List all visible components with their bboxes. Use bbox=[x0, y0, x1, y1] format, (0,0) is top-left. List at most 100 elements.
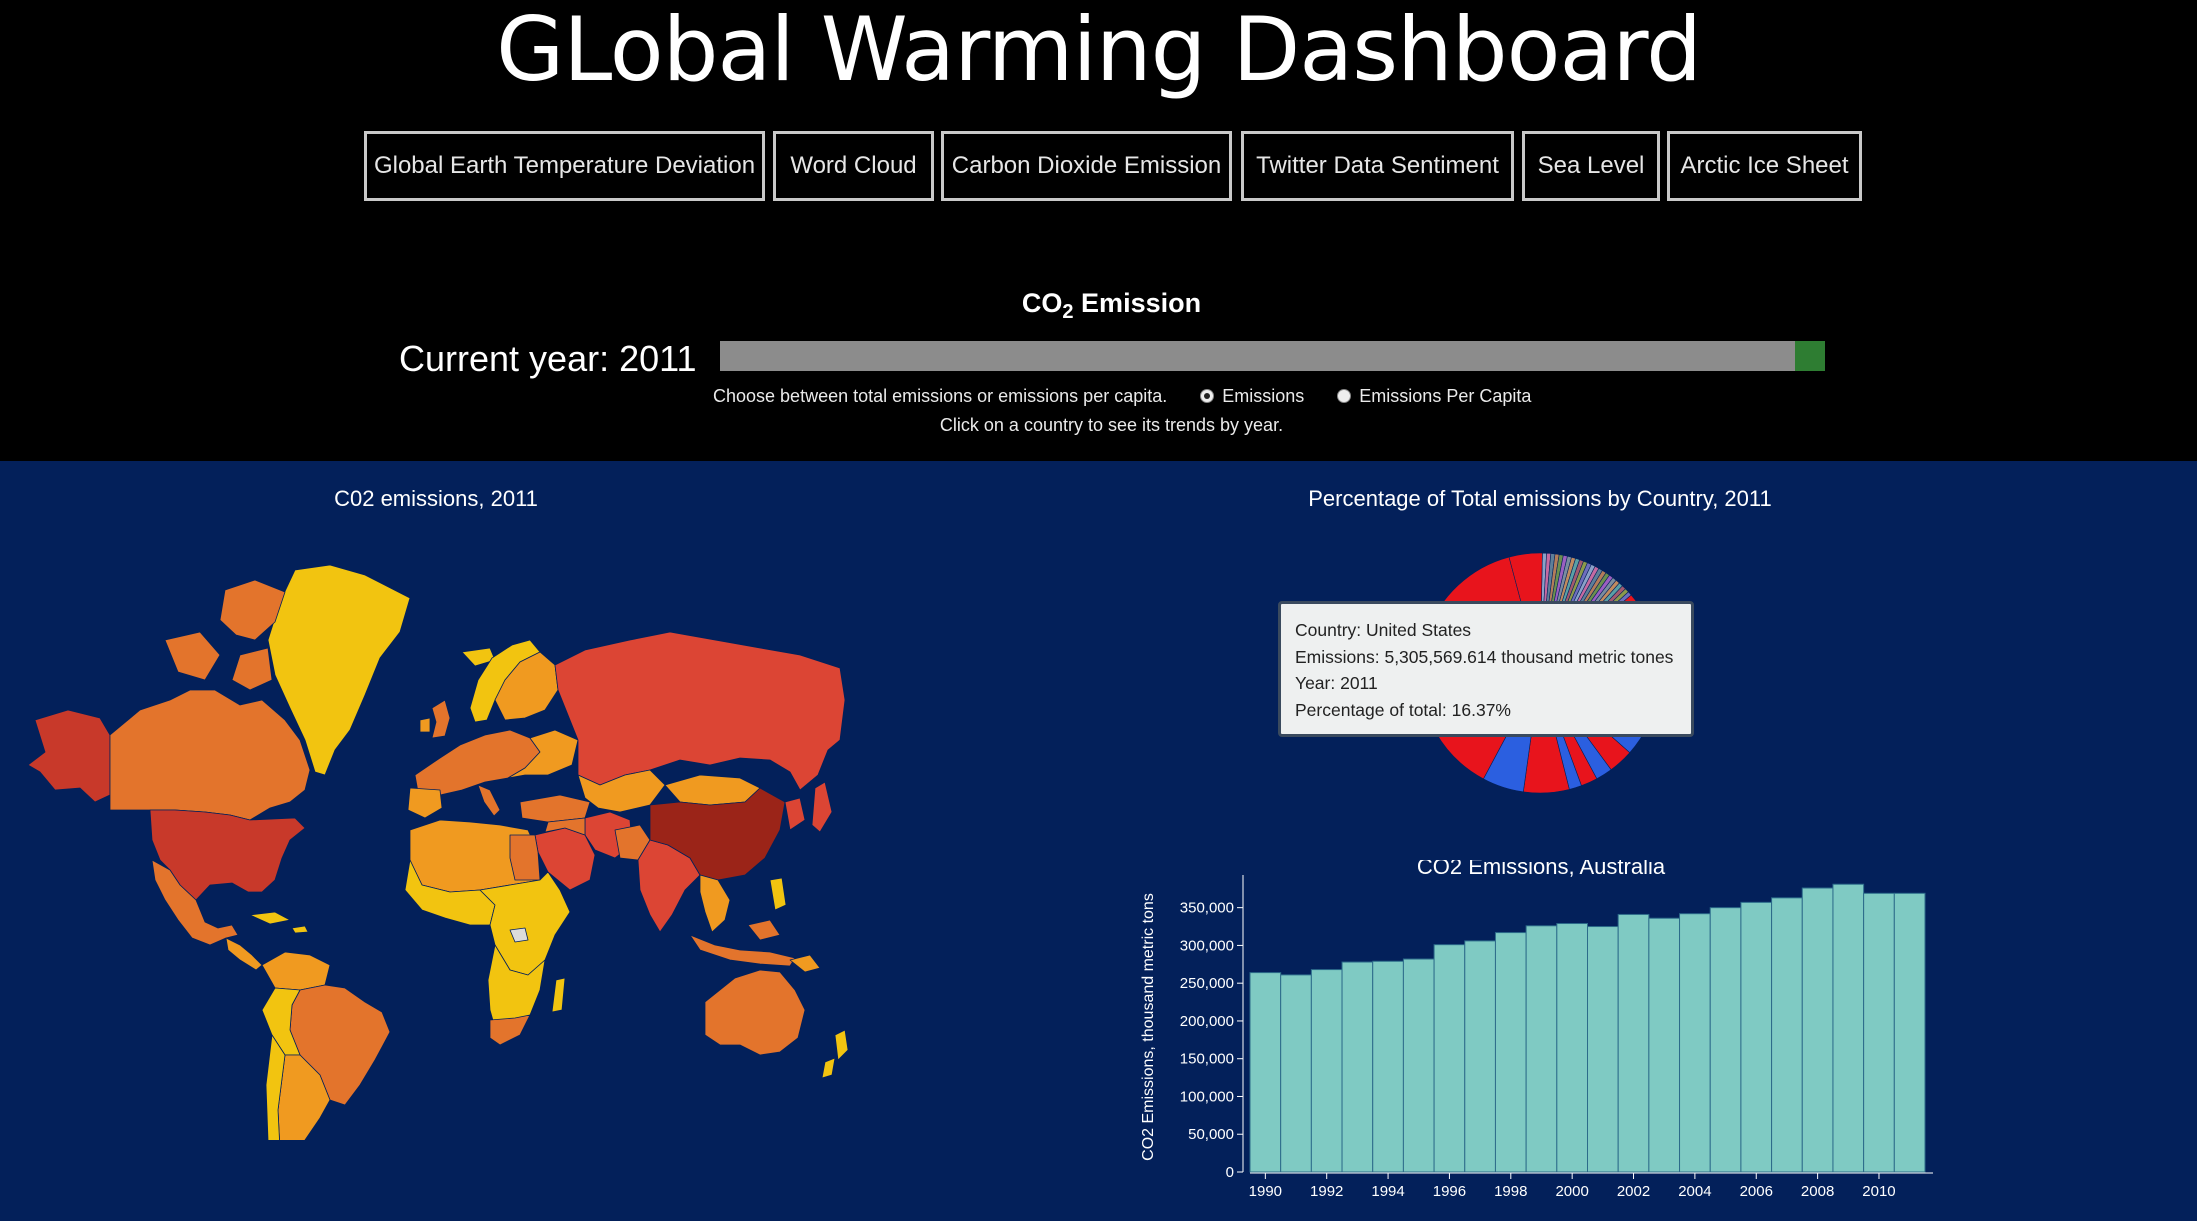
page-title: GLobal Warming Dashboard bbox=[496, 0, 1702, 101]
map-country-alaska[interactable] bbox=[27, 709, 111, 803]
map-country-central-africa[interactable] bbox=[479, 871, 571, 976]
map-country-china[interactable] bbox=[649, 787, 786, 881]
map-country-kazakhstan[interactable] bbox=[577, 769, 666, 813]
bar-2010[interactable] bbox=[1863, 892, 1895, 1173]
bar-1996[interactable] bbox=[1433, 944, 1466, 1173]
map-country-greenland[interactable] bbox=[267, 564, 411, 776]
bar-y-tick-label: 150,000 bbox=[1180, 1051, 1234, 1068]
bar-1994[interactable] bbox=[1372, 960, 1404, 1173]
bar-x-tick-label: 2010 bbox=[1862, 1183, 1895, 1200]
year-slider-track[interactable] bbox=[720, 341, 1795, 371]
map-country-italy[interactable] bbox=[477, 784, 501, 817]
radio-emissions[interactable] bbox=[1200, 389, 1215, 403]
map-country-ireland[interactable] bbox=[419, 717, 431, 733]
bar-x-tick-label: 1992 bbox=[1310, 1183, 1343, 1200]
bar-2005[interactable] bbox=[1709, 907, 1742, 1173]
bar-y-tick-label: 0 bbox=[1226, 1164, 1234, 1181]
bar-y-tick-label: 50,000 bbox=[1188, 1126, 1234, 1143]
bar-2006[interactable] bbox=[1740, 901, 1773, 1173]
bar-y-tick-label: 250,000 bbox=[1180, 975, 1234, 992]
map-country-madagascar[interactable] bbox=[551, 977, 566, 1013]
bar-1990[interactable] bbox=[1249, 972, 1282, 1173]
bar-chart-title: CO2 Emissions, Australia bbox=[1417, 860, 1666, 879]
bar-2001[interactable] bbox=[1587, 926, 1619, 1173]
year-slider-handle[interactable] bbox=[1795, 341, 1825, 371]
bar-2000[interactable] bbox=[1556, 923, 1588, 1173]
map-country-korea-japan[interactable] bbox=[784, 781, 833, 833]
map-country-russia[interactable] bbox=[554, 631, 846, 791]
bar-1995[interactable] bbox=[1402, 958, 1435, 1173]
map-country-mexico[interactable] bbox=[151, 859, 239, 946]
map-country-canada-islands[interactable] bbox=[164, 579, 286, 691]
map-country-uk[interactable] bbox=[431, 699, 451, 739]
nav-button-twitter[interactable]: Twitter Data Sentiment bbox=[1241, 131, 1514, 201]
bar-1997[interactable] bbox=[1464, 940, 1496, 1173]
map-country-caribbean[interactable] bbox=[249, 911, 309, 934]
map-country-eastern-europe[interactable] bbox=[507, 729, 579, 779]
nav-button-word-cloud[interactable]: Word Cloud bbox=[773, 131, 934, 201]
bar-1998[interactable] bbox=[1494, 932, 1527, 1173]
map-country-middle-east-small[interactable] bbox=[544, 817, 586, 836]
country-tooltip: Country: United States Emissions: 5,305,… bbox=[1278, 601, 1694, 737]
map-country-australia[interactable] bbox=[704, 969, 806, 1056]
tooltip-year: Year: 2011 bbox=[1295, 673, 1378, 693]
map-country-spain[interactable] bbox=[407, 787, 443, 819]
map-country-papua[interactable] bbox=[789, 954, 821, 973]
co2-heading-prefix: CO bbox=[1021, 288, 1063, 318]
map-country-turkey[interactable] bbox=[519, 794, 591, 823]
map-country-ethiopia-somalia[interactable] bbox=[509, 927, 529, 943]
current-year-label: Current year: 2011 bbox=[399, 338, 697, 379]
nav-button-co2[interactable]: Carbon Dioxide Emission bbox=[941, 131, 1232, 201]
header-band: GLobal Warming Dashboard Global Earth Te… bbox=[0, 0, 2197, 461]
map-country-egypt[interactable] bbox=[509, 834, 541, 881]
bar-2004[interactable] bbox=[1679, 913, 1711, 1173]
map-country-philippines[interactable] bbox=[769, 877, 787, 911]
bar-y-tick-label: 200,000 bbox=[1180, 1013, 1234, 1030]
map-title: C02 emissions, 2011 bbox=[334, 486, 538, 511]
bar-1992[interactable] bbox=[1310, 969, 1343, 1173]
bar-1991[interactable] bbox=[1280, 974, 1312, 1173]
bar-chart-ylabel: CO2 Emissions, thousand metric tons bbox=[1140, 893, 1157, 1161]
bar-2008[interactable] bbox=[1801, 887, 1834, 1173]
bar-2003[interactable] bbox=[1648, 917, 1681, 1173]
choose-text: Choose between total emissions or emissi… bbox=[713, 386, 1168, 406]
bar-y-tick-label: 100,000 bbox=[1180, 1088, 1234, 1105]
bar-2009[interactable] bbox=[1832, 883, 1865, 1173]
bar-y-tick-label: 300,000 bbox=[1180, 937, 1234, 954]
pie-title: Percentage of Total emissions by Country… bbox=[1308, 486, 1772, 511]
nav-button-temperature[interactable]: Global Earth Temperature Deviation bbox=[364, 131, 765, 201]
map-country-southeast-asia[interactable] bbox=[699, 874, 731, 933]
bar-2002[interactable] bbox=[1617, 913, 1650, 1173]
bar-x-tick-label: 2002 bbox=[1617, 1183, 1650, 1200]
bar-x-tick-label: 2008 bbox=[1801, 1183, 1834, 1200]
world-map[interactable] bbox=[0, 540, 880, 1140]
map-country-new-zealand[interactable] bbox=[821, 1029, 849, 1079]
bar-x-tick-label: 2006 bbox=[1740, 1183, 1773, 1200]
radio-emissions-label[interactable]: Emissions bbox=[1222, 386, 1305, 406]
map-country-chile[interactable] bbox=[265, 1034, 286, 1140]
bar-1993[interactable] bbox=[1341, 961, 1374, 1173]
bar-2011[interactable] bbox=[1893, 892, 1926, 1173]
radio-per-capita[interactable] bbox=[1337, 389, 1352, 403]
bar-x-tick-label: 2000 bbox=[1555, 1183, 1588, 1200]
tooltip-percentage: Percentage of total: 16.37% bbox=[1295, 699, 1511, 720]
click-hint: Click on a country to see its trends by … bbox=[939, 415, 1284, 435]
bar-1999[interactable] bbox=[1525, 925, 1558, 1173]
map-country-europe-west[interactable] bbox=[414, 729, 541, 796]
map-country-south-africa[interactable] bbox=[489, 1014, 531, 1046]
nav-button-sea-level[interactable]: Sea Level bbox=[1522, 131, 1660, 201]
bar-x-tick-label: 1994 bbox=[1371, 1183, 1404, 1200]
tooltip-emissions: Emissions: 5,305,569.614 thousand metric… bbox=[1295, 646, 1674, 667]
co2-heading: CO2 Emission bbox=[0, 288, 2197, 324]
tooltip-country: Country: United States bbox=[1295, 620, 1472, 640]
map-country-central-america[interactable] bbox=[225, 937, 263, 971]
radio-per-capita-label[interactable]: Emissions Per Capita bbox=[1359, 386, 1532, 406]
map-country-canada[interactable] bbox=[109, 689, 311, 821]
map-country-indonesia[interactable] bbox=[689, 919, 796, 967]
map-country-mongolia[interactable] bbox=[664, 774, 761, 806]
nav-button-arctic[interactable]: Arctic Ice Sheet bbox=[1667, 131, 1862, 201]
map-country-colombia-venezuela[interactable] bbox=[261, 951, 331, 991]
emission-mode-row: Choose between total emissions or emissi… bbox=[713, 386, 1531, 407]
bar-2007[interactable] bbox=[1771, 897, 1803, 1173]
bar-y-tick-label: 350,000 bbox=[1180, 900, 1234, 917]
